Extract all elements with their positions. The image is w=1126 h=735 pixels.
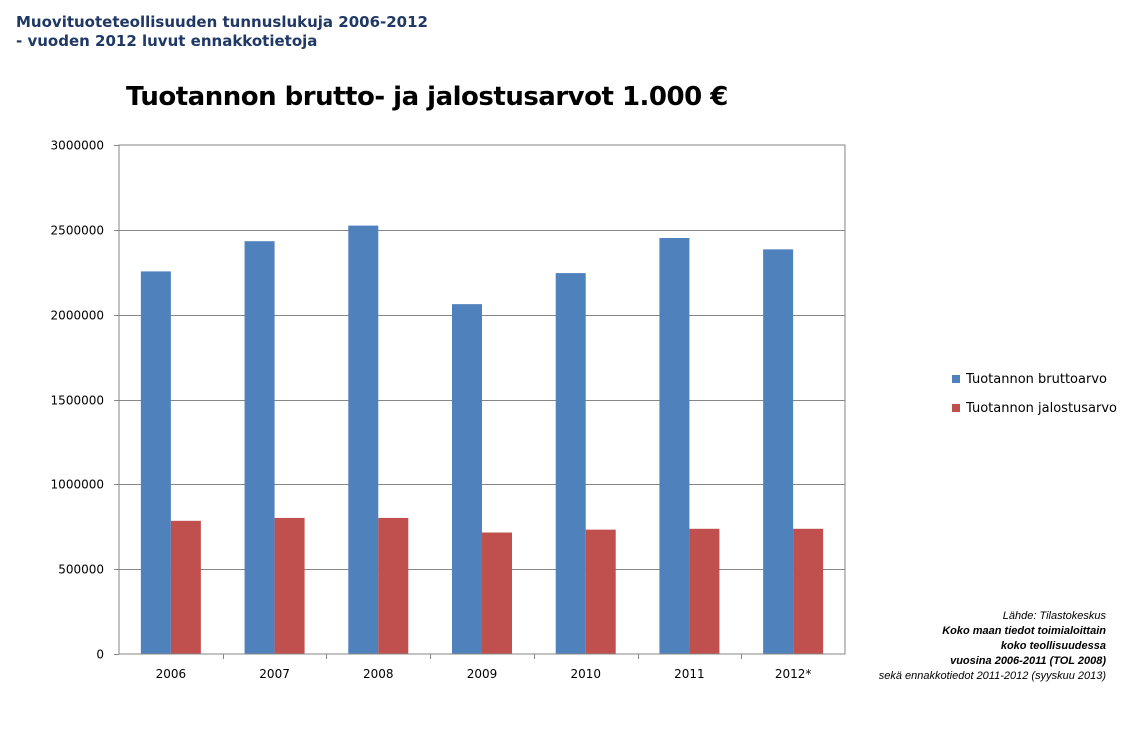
x-tick-label: 2007 xyxy=(259,667,290,681)
header-line-2: - vuoden 2012 luvut ennakkotietoja xyxy=(16,32,318,50)
bar-bruttoarvo-2008 xyxy=(348,225,379,654)
legend-swatch-bruttoarvo xyxy=(952,375,960,383)
x-tick-label: 2012* xyxy=(775,667,812,681)
bar-bruttoarvo-2012 xyxy=(763,249,794,654)
x-tick-label: 2006 xyxy=(156,667,187,681)
source-note: Lähde: Tilastokeskus Koko maan tiedot to… xyxy=(879,609,1106,684)
x-tick-label: 2010 xyxy=(570,667,601,681)
y-tick-label: 500000 xyxy=(58,563,104,577)
y-tick-label: 3000000 xyxy=(51,139,104,153)
legend-item-bruttoarvo: Tuotannon bruttoarvo xyxy=(952,371,1117,387)
y-tick-label: 0 xyxy=(96,648,104,662)
y-tick-label: 2500000 xyxy=(51,224,104,238)
bar-jalostusarvo-2009 xyxy=(482,532,512,654)
bar-jalostusarvo-2007 xyxy=(274,517,305,654)
header-line-1: Muovituoteteollisuuden tunnuslukuja 2006… xyxy=(16,13,428,31)
source-line-2: Koko maan tiedot toimialoittain xyxy=(942,625,1106,637)
legend: Tuotannon bruttoarvo Tuotannon jalostusa… xyxy=(952,371,1117,429)
y-tick-label: 1000000 xyxy=(51,478,104,492)
bar-bruttoarvo-2007 xyxy=(244,241,275,655)
bar-jalostusarvo-2012 xyxy=(793,528,824,654)
legend-label-jalostusarvo: Tuotannon jalostusarvo xyxy=(966,400,1118,416)
legend-item-jalostusarvo: Tuotannon jalostusarvo xyxy=(952,400,1117,416)
source-line-5: sekä ennakkotiedot 2011-2012 (syyskuu 20… xyxy=(878,670,1106,682)
bar-jalostusarvo-2006 xyxy=(170,520,201,654)
source-line-1: Lähde: Tilastokeskus xyxy=(1002,610,1106,622)
legend-label-bruttoarvo: Tuotannon bruttoarvo xyxy=(966,371,1107,387)
y-tick-label: 1500000 xyxy=(51,394,104,408)
source-line-3: koko teollisuudessa xyxy=(1000,640,1106,652)
chart-title: Tuotannon brutto- ja jalostusarvot 1.000… xyxy=(126,82,728,112)
legend-swatch-jalostusarvo xyxy=(952,404,960,412)
x-tick-label: 2008 xyxy=(363,667,394,681)
x-tick-label: 2009 xyxy=(467,667,498,681)
x-tick-label: 2011 xyxy=(674,667,705,681)
bar-bruttoarvo-2010 xyxy=(555,273,586,654)
y-tick-label: 2000000 xyxy=(51,309,104,323)
page-header: Muovituoteteollisuuden tunnuslukuja 2006… xyxy=(16,13,428,51)
plot-area-border xyxy=(118,144,846,655)
bar-bruttoarvo-2006 xyxy=(140,271,171,654)
bar-jalostusarvo-2008 xyxy=(378,517,409,654)
bar-bruttoarvo-2011 xyxy=(659,237,690,654)
bar-jalostusarvo-2010 xyxy=(585,529,616,654)
bar-bruttoarvo-2009 xyxy=(452,304,482,654)
bar-jalostusarvo-2011 xyxy=(689,528,720,654)
source-line-4: vuosina 2006-2011 (TOL 2008) xyxy=(950,655,1106,667)
